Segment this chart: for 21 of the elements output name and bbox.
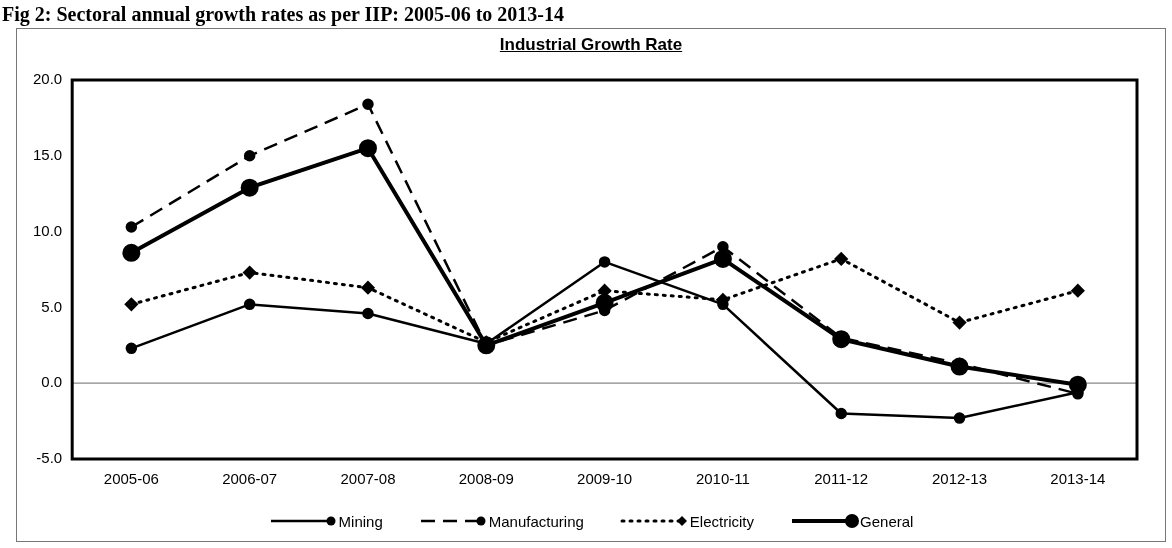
y-tick-label: 0.0 [41,373,63,391]
y-tick-label: 5.0 [41,297,63,315]
x-tick-label: 2013-14 [1050,470,1106,488]
x-tick-label: 2008-09 [458,470,514,488]
legend-label: Electricity [689,512,755,530]
legend-label: General [860,512,914,530]
x-tick-label: 2005-06 [103,470,159,488]
y-tick-label: -5.0 [36,449,63,467]
y-tick-label: 15.0 [32,145,63,163]
x-tick-label: 2010-11 [695,470,750,488]
chart-title: Fig 2: Sectoral annual growth rates as per IIP: 2005-06 to 2013-14 [2,2,565,26]
x-tick-label: 2007-08 [340,470,396,488]
x-tick-label: 2006-07 [222,470,278,488]
y-tick-label: 10.0 [32,221,63,239]
x-tick-label: 2009-10 [577,470,633,488]
legend-label: Mining [338,512,383,530]
y-tick-label: 20.0 [32,70,63,88]
x-tick-label: 2011-12 [814,470,869,488]
legend-label: Manufacturing [488,512,584,530]
chart-subtitle: Industrial Growth Rate [498,35,684,55]
x-tick-label: 2012-13 [932,470,988,488]
